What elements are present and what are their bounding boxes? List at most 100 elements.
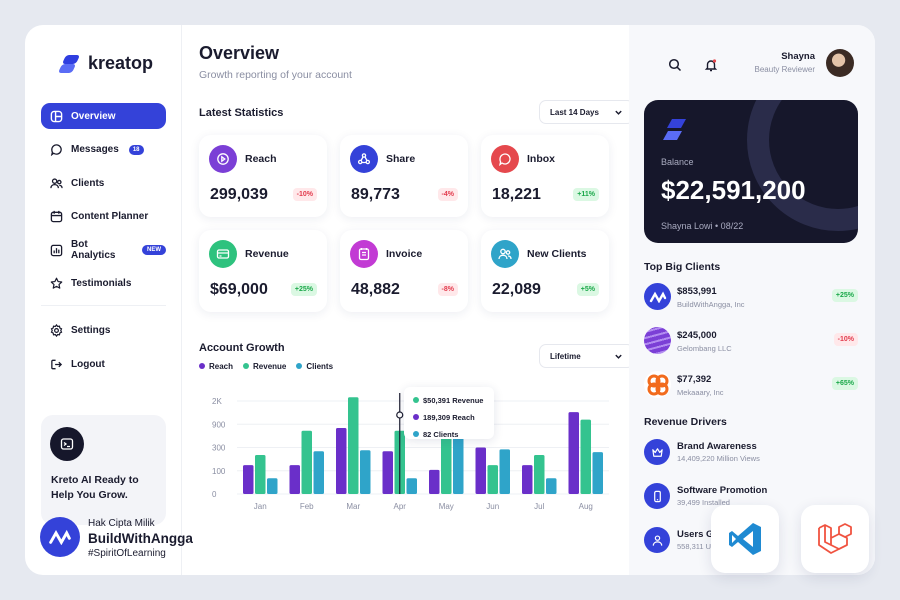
- bar-clients-jun[interactable]: [499, 449, 511, 494]
- driver-row[interactable]: Software Promotion 39,499 Installed: [644, 483, 858, 513]
- avatar[interactable]: [826, 49, 854, 77]
- bar-clients-apr[interactable]: [406, 478, 418, 494]
- bar-revenue-jun[interactable]: [487, 465, 499, 494]
- stat-card-reach[interactable]: Reach 299,039 -10%: [199, 135, 327, 217]
- bar-clients-mar[interactable]: [360, 450, 371, 494]
- x-tick-label: Apr: [394, 502, 407, 511]
- sidebar-item-label: Bot Analytics: [71, 239, 116, 262]
- page-title: Overview: [199, 43, 280, 63]
- driver-sub: 39,499 Installed: [677, 498, 730, 507]
- account-growth-chart[interactable]: 2K 900 300 100 0 Jan Feb Mar Apr May Jun Jul Aug: [199, 387, 629, 517]
- client-row[interactable]: $245,000 Gelombang LLC -10%: [644, 327, 858, 357]
- stat-change-badge: +5%: [576, 283, 599, 296]
- sidebar-item-label: Content Planner: [71, 211, 149, 223]
- client-name: Gelombang LLC: [677, 344, 732, 353]
- driver-title: Software Promotion: [677, 485, 768, 496]
- bar-reach-apr[interactable]: [382, 451, 394, 494]
- bar-clients-feb[interactable]: [313, 451, 325, 494]
- stat-value: 48,882: [351, 281, 400, 298]
- sidebar-item-content-planner[interactable]: Content Planner: [41, 204, 166, 230]
- bar-clients-jan[interactable]: [267, 478, 278, 494]
- statistics-range-select[interactable]: Last 14 Days: [539, 100, 634, 124]
- decorative-arcs: [747, 100, 858, 231]
- bar-revenue-mar[interactable]: [348, 397, 359, 494]
- kreatop-logo-icon: [663, 119, 686, 140]
- client-name: BuildWithAngga, Inc: [677, 300, 745, 309]
- chevron-down-icon: [615, 110, 622, 115]
- bar-reach-aug[interactable]: [568, 412, 580, 494]
- sidebar-item-messages[interactable]: Messages 18: [41, 137, 166, 163]
- driver-sub: 14,409,220 Million Views: [677, 454, 760, 463]
- bar-revenue-jan[interactable]: [255, 454, 266, 494]
- chart-legend: Reach Revenue Clients: [199, 362, 333, 371]
- top-clients-title: Top Big Clients: [644, 261, 721, 273]
- legend-item-reach: Reach: [199, 362, 233, 371]
- search-icon[interactable]: [663, 53, 687, 77]
- client-value: $77,392: [677, 374, 712, 385]
- bar-revenue-jul[interactable]: [534, 454, 545, 494]
- mekaaary-logo-icon: [644, 371, 671, 398]
- client-value: $245,000: [677, 330, 717, 341]
- y-tick-label: 900: [212, 420, 226, 429]
- sidebar-item-label: Messages: [71, 144, 119, 156]
- sidebar-item-label: Testimonials: [71, 278, 132, 290]
- bar-reach-jun[interactable]: [475, 447, 487, 495]
- stat-card-revenue[interactable]: Revenue $69,000 +25%: [199, 230, 327, 312]
- bar-revenue-aug[interactable]: [580, 419, 592, 494]
- sidebar-item-overview[interactable]: Overview: [41, 103, 166, 129]
- phone-icon: [644, 483, 670, 509]
- tooltip-row: 189,309 Reach: [413, 409, 494, 426]
- driver-sub: 558,311 U: [677, 542, 712, 551]
- bar-reach-jul[interactable]: [522, 465, 533, 494]
- x-tick-label: Jul: [534, 502, 544, 511]
- sidebar-item-settings[interactable]: Settings: [41, 318, 166, 344]
- star-icon: [50, 277, 63, 290]
- client-row[interactable]: $77,392 Mekaaary, Inc +65%: [644, 371, 858, 401]
- ai-promo-text: Kreto AI Ready to Help You Grow.: [51, 474, 139, 501]
- bell-icon[interactable]: [699, 53, 723, 77]
- stat-change-badge: +25%: [290, 283, 317, 296]
- tooltip-row: $50,391 Revenue: [413, 392, 494, 409]
- driver-row[interactable]: Brand Awareness 14,409,220 Million Views: [644, 439, 858, 469]
- x-tick-label: Feb: [300, 502, 314, 511]
- driver-row[interactable]: Users G 558,311 U: [644, 527, 858, 557]
- client-row[interactable]: $853,991 BuildWithAngga, Inc +25%: [644, 283, 858, 313]
- y-tick-label: 100: [212, 467, 226, 476]
- user-role: Beauty Reviewer: [754, 65, 815, 74]
- sidebar-item-bot-analytics[interactable]: Bot Analytics NEW: [41, 237, 166, 263]
- buildwithangga-logo-icon: [644, 283, 671, 310]
- stat-card-new-clients[interactable]: New Clients 22,089 +5%: [481, 230, 609, 312]
- app-logo[interactable]: kreatop: [57, 53, 154, 74]
- bar-reach-may[interactable]: [429, 469, 440, 494]
- stat-card-inbox[interactable]: Inbox 18,221 +11%: [481, 135, 609, 217]
- stat-card-share[interactable]: Share 89,773 -4%: [340, 135, 468, 217]
- bar-reach-jan[interactable]: [243, 465, 254, 494]
- x-tick-label: Jan: [254, 502, 267, 511]
- x-tick-label: Aug: [579, 502, 593, 511]
- balance-amount: $22,591,200: [661, 175, 806, 205]
- bar-reach-mar[interactable]: [336, 427, 347, 494]
- y-tick-label: 300: [212, 444, 226, 453]
- stat-card-invoice[interactable]: Invoice 48,882 -8%: [340, 230, 468, 312]
- page-subtitle: Growth reporting of your account: [199, 69, 352, 81]
- new-badge: NEW: [142, 245, 166, 256]
- sidebar-nav: Overview Messages 18 Clients Content Pla…: [41, 103, 166, 385]
- share-icon: [350, 145, 378, 173]
- sidebar-item-logout[interactable]: Logout: [41, 351, 166, 377]
- logout-icon: [50, 358, 63, 371]
- watermark-line-3: #SpiritOfLearning: [88, 548, 166, 559]
- growth-range-select[interactable]: Lifetime: [539, 344, 634, 368]
- vscode-logo-icon: [711, 505, 779, 573]
- chart-icon: [50, 244, 63, 257]
- balance-card[interactable]: Balance $22,591,200 Shayna Lowi • 08/22: [644, 100, 858, 243]
- bar-clients-aug[interactable]: [592, 452, 604, 494]
- sidebar-item-testimonials[interactable]: Testimonials: [41, 271, 166, 297]
- receipt-icon: [350, 240, 378, 268]
- ai-promo-card[interactable]: Kreto AI Ready to Help You Grow.: [41, 415, 166, 525]
- sidebar-item-clients[interactable]: Clients: [41, 170, 166, 196]
- app-name: kreatop: [88, 53, 154, 73]
- bar-clients-jul[interactable]: [546, 478, 557, 494]
- bar-revenue-feb[interactable]: [301, 430, 313, 494]
- bar-reach-feb[interactable]: [289, 465, 301, 494]
- users-icon: [491, 240, 519, 268]
